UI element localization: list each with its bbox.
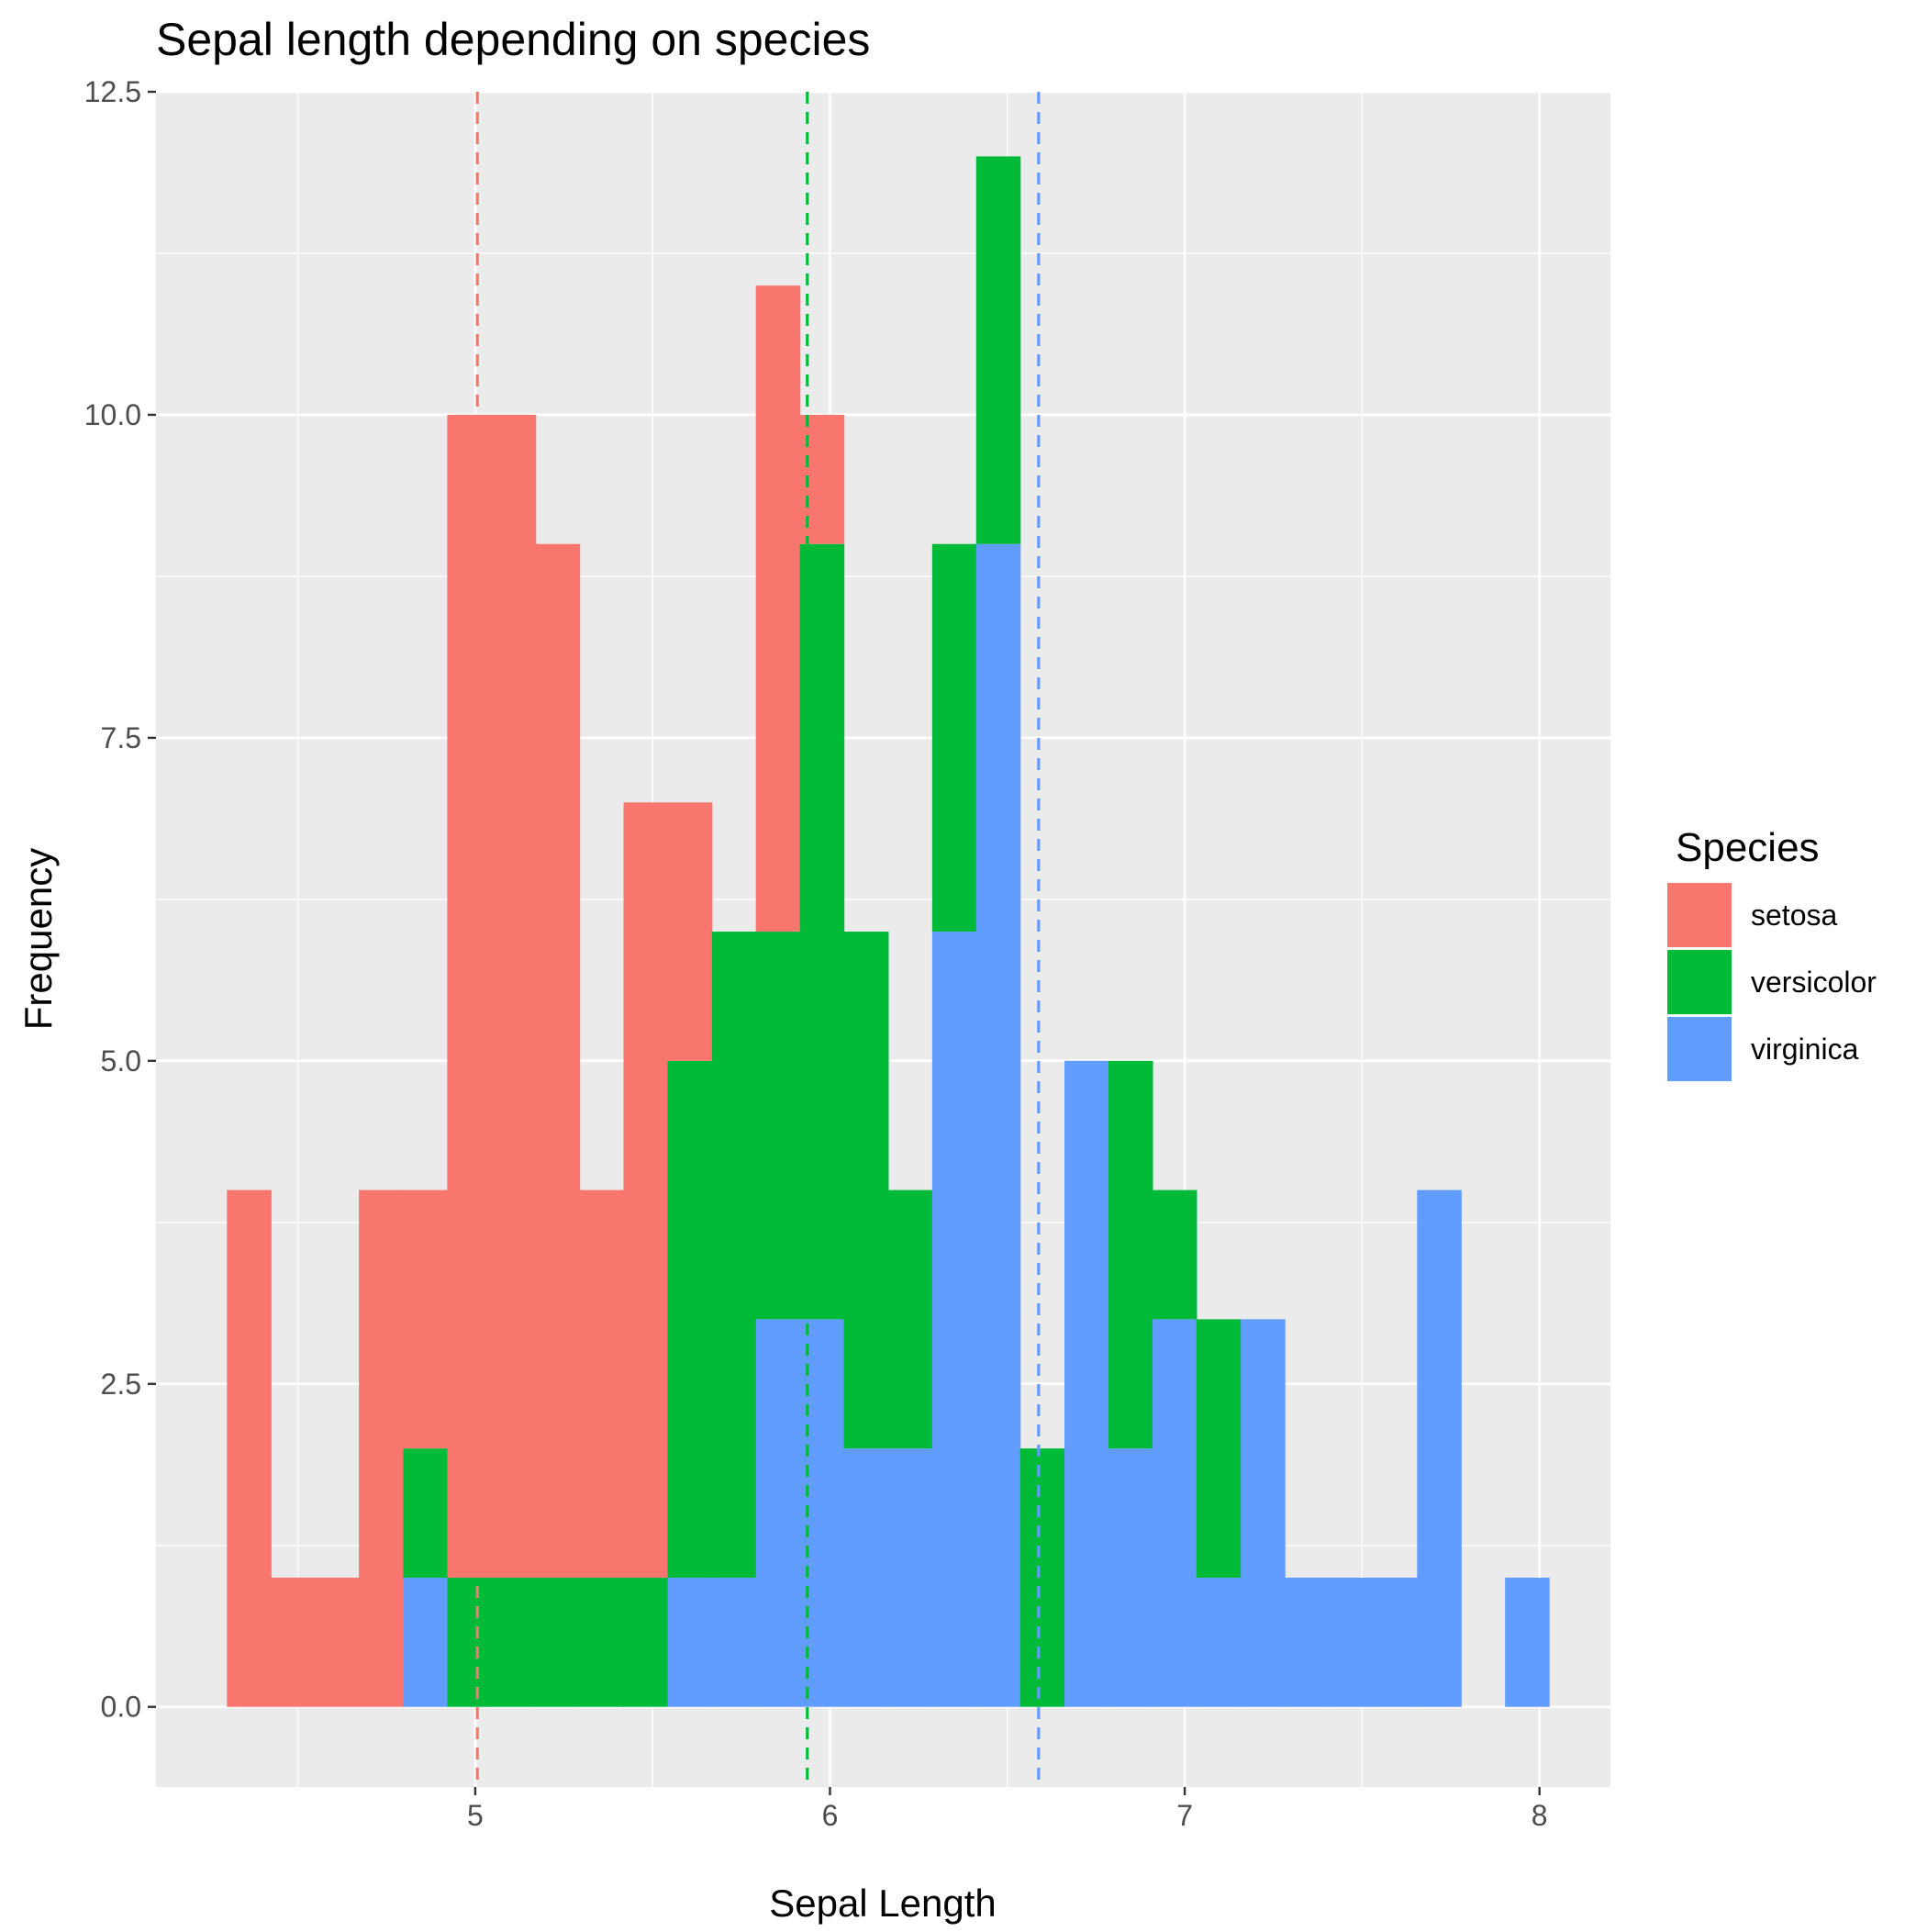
bar-versicolor bbox=[491, 1577, 537, 1707]
bar-setosa bbox=[623, 802, 669, 1578]
bar-setosa bbox=[447, 414, 492, 1578]
bar-virginica bbox=[1417, 1189, 1462, 1707]
x-tick-label: 5 bbox=[467, 1799, 484, 1832]
bar-versicolor bbox=[1108, 1060, 1153, 1449]
bar-virginica bbox=[711, 1577, 757, 1707]
bar-virginica bbox=[887, 1448, 933, 1707]
bar-virginica bbox=[1152, 1319, 1197, 1707]
bar-virginica bbox=[1372, 1577, 1418, 1707]
x-axis: 5 6 7 8 bbox=[467, 1787, 1548, 1832]
y-tick-label: 10.0 bbox=[84, 398, 141, 431]
bar-virginica bbox=[843, 1448, 889, 1707]
bar-setosa bbox=[755, 285, 801, 932]
chart-title: Sepal length depending on species bbox=[156, 14, 870, 65]
bar-setosa bbox=[359, 1189, 405, 1707]
bar-versicolor bbox=[1152, 1189, 1197, 1320]
bar-virginica bbox=[1064, 1060, 1109, 1707]
legend-label-setosa: setosa bbox=[1751, 899, 1837, 932]
bar-versicolor bbox=[887, 1189, 933, 1449]
bar-virginica bbox=[1241, 1319, 1286, 1707]
bar-versicolor bbox=[711, 932, 757, 1578]
bar-virginica bbox=[1329, 1577, 1374, 1707]
bar-setosa bbox=[403, 1189, 448, 1449]
bars bbox=[227, 156, 1550, 1707]
x-tick-label: 6 bbox=[822, 1799, 839, 1832]
y-axis-title: Frequency bbox=[17, 848, 60, 1030]
legend: Species setosa versicolor virginica bbox=[1667, 825, 1877, 1081]
bar-versicolor bbox=[1019, 1448, 1065, 1707]
bar-versicolor bbox=[623, 1577, 669, 1707]
y-tick-label: 0.0 bbox=[101, 1691, 141, 1724]
bar-versicolor bbox=[755, 932, 801, 1320]
bar-virginica bbox=[975, 543, 1021, 1707]
x-tick-label: 7 bbox=[1176, 1799, 1193, 1832]
bar-versicolor bbox=[667, 1060, 713, 1578]
bar-versicolor bbox=[447, 1577, 492, 1707]
bar-virginica bbox=[1108, 1448, 1153, 1707]
y-axis: 0.0 2.5 5.0 7.5 10.0 12.5 bbox=[84, 75, 156, 1724]
bar-versicolor bbox=[931, 543, 977, 932]
bar-versicolor bbox=[403, 1448, 448, 1578]
legend-label-virginica: virginica bbox=[1751, 1033, 1859, 1066]
bar-setosa bbox=[579, 1189, 625, 1578]
y-tick-label: 7.5 bbox=[101, 721, 141, 754]
bar-virginica bbox=[667, 1577, 713, 1707]
bar-versicolor bbox=[1196, 1319, 1242, 1578]
bar-setosa bbox=[271, 1577, 316, 1707]
bar-virginica bbox=[755, 1319, 801, 1707]
bar-setosa bbox=[535, 543, 581, 1578]
y-tick-label: 12.5 bbox=[84, 75, 141, 108]
y-tick-label: 2.5 bbox=[101, 1368, 141, 1401]
bar-versicolor bbox=[843, 932, 889, 1449]
bar-virginica bbox=[931, 932, 977, 1707]
bar-setosa bbox=[667, 802, 713, 1061]
bar-virginica bbox=[1285, 1577, 1330, 1707]
bar-setosa bbox=[315, 1577, 360, 1707]
legend-title: Species bbox=[1676, 825, 1820, 870]
x-axis-title: Sepal Length bbox=[769, 1882, 997, 1925]
bar-setosa bbox=[227, 1189, 272, 1707]
bar-virginica bbox=[403, 1577, 448, 1707]
bar-setosa bbox=[491, 414, 537, 1578]
legend-label-versicolor: versicolor bbox=[1751, 966, 1877, 999]
bar-versicolor bbox=[535, 1577, 581, 1707]
bar-versicolor bbox=[579, 1577, 625, 1707]
bar-virginica bbox=[1196, 1577, 1242, 1707]
bar-virginica bbox=[1505, 1577, 1550, 1707]
x-tick-label: 8 bbox=[1532, 1799, 1548, 1832]
y-tick-label: 5.0 bbox=[101, 1044, 141, 1078]
bar-versicolor bbox=[975, 156, 1021, 544]
